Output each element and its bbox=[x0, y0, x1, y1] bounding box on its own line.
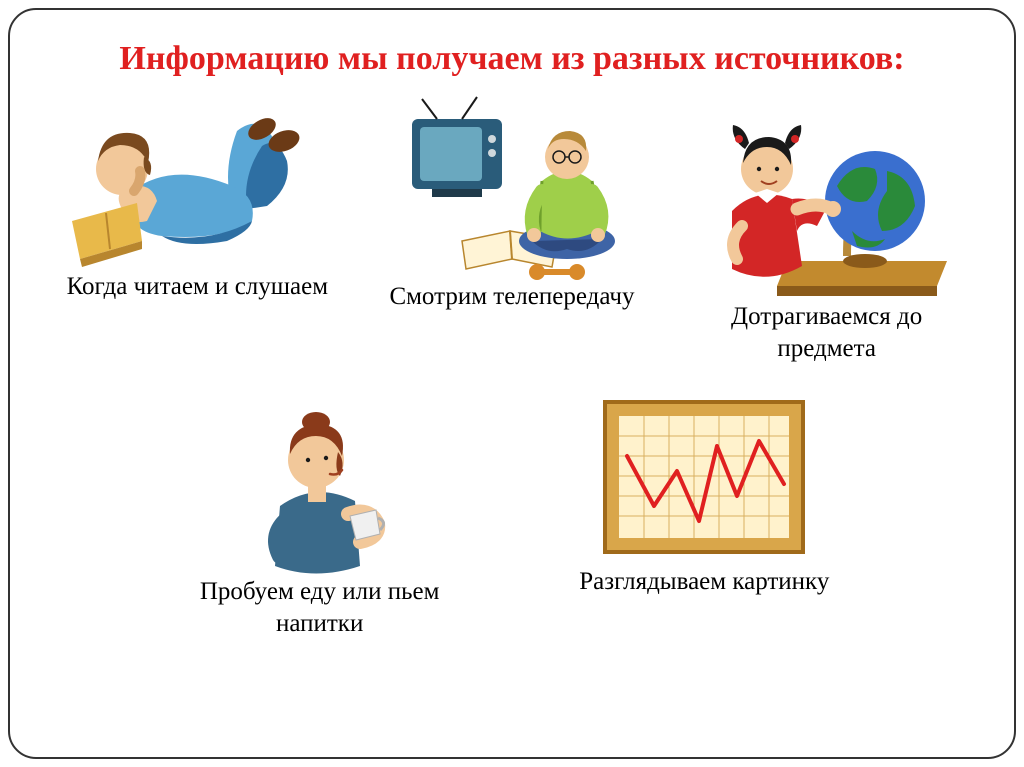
item-tv: Смотрим телепередачу bbox=[362, 91, 662, 314]
item-tasting: Пробуем еду или пьем напитки bbox=[155, 396, 485, 641]
line-chart-picture-icon bbox=[599, 396, 809, 566]
caption-globe: Дотрагиваемся до предмета bbox=[682, 301, 972, 366]
caption-reading: Когда читаем и слушаем bbox=[67, 271, 328, 304]
touching-globe-icon bbox=[697, 91, 957, 301]
caption-tv: Смотрим телепередачу bbox=[389, 281, 634, 314]
row-2: Пробуем еду или пьем напитки bbox=[40, 396, 984, 641]
item-chart: Разглядываем картинку bbox=[539, 396, 869, 599]
slide-title: Информацию мы получаем из разных источни… bbox=[40, 38, 984, 81]
item-globe: Дотрагиваемся до предмета bbox=[677, 91, 977, 366]
row-1: Когда читаем и слушаем bbox=[40, 91, 984, 366]
caption-tasting: Пробуем еду или пьем напитки bbox=[175, 576, 465, 641]
watching-tv-icon bbox=[392, 91, 632, 281]
tasting-drink-icon bbox=[230, 396, 410, 576]
slide-frame: Информацию мы получаем из разных источни… bbox=[8, 8, 1016, 759]
item-reading: Когда читаем и слушаем bbox=[47, 91, 347, 304]
caption-chart: Разглядываем картинку bbox=[579, 566, 829, 599]
reading-lying-icon bbox=[62, 91, 332, 271]
